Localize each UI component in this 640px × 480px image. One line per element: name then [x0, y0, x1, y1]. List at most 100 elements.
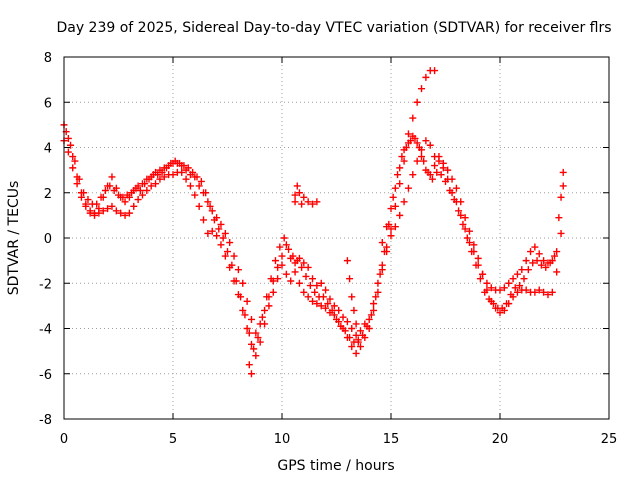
- data-point: [472, 261, 480, 269]
- data-point: [152, 180, 160, 188]
- data-point: [553, 268, 561, 276]
- y-axis-label: SDTVAR / TECUs: [6, 181, 22, 296]
- data-point: [247, 315, 255, 323]
- y-tick-label: -2: [39, 277, 52, 292]
- data-point: [435, 153, 443, 161]
- data-point: [356, 327, 364, 335]
- data-point: [86, 209, 94, 217]
- data-point: [213, 232, 221, 240]
- data-point: [84, 196, 92, 204]
- data-point: [300, 288, 308, 296]
- data-point: [130, 202, 138, 210]
- data-point: [418, 85, 426, 93]
- data-point: [317, 302, 325, 310]
- data-point: [330, 302, 338, 310]
- data-point: [269, 288, 277, 296]
- data-point: [234, 266, 242, 274]
- data-point: [171, 157, 179, 165]
- data-point: [147, 182, 155, 190]
- data-point: [446, 186, 454, 194]
- data-point: [243, 325, 251, 332]
- data-point: [221, 252, 229, 260]
- data-point: [496, 286, 504, 294]
- data-point: [291, 268, 299, 276]
- data-point: [293, 182, 301, 190]
- data-point: [263, 293, 271, 301]
- data-point: [555, 214, 563, 222]
- data-point: [224, 248, 231, 256]
- data-point: [383, 223, 391, 231]
- data-point: [108, 173, 116, 181]
- data-point: [520, 275, 528, 283]
- y-tick-label: 0: [44, 232, 52, 247]
- data-point: [313, 198, 321, 206]
- data-point: [138, 191, 146, 199]
- data-point: [274, 275, 282, 283]
- data-point: [145, 175, 153, 183]
- data-point: [378, 266, 386, 274]
- data-point: [396, 164, 404, 172]
- data-point: [507, 291, 515, 299]
- data-point: [143, 186, 151, 194]
- data-point: [101, 186, 109, 194]
- data-point: [271, 257, 279, 265]
- data-point: [437, 171, 445, 179]
- data-point: [422, 73, 430, 81]
- data-point: [289, 252, 297, 260]
- data-point: [424, 168, 432, 176]
- data-point: [374, 279, 382, 287]
- data-point: [245, 329, 253, 337]
- data-point: [404, 130, 412, 138]
- data-point: [376, 270, 384, 278]
- data-point: [304, 293, 312, 301]
- data-point: [304, 198, 312, 206]
- data-point: [67, 141, 75, 149]
- data-point: [391, 202, 399, 210]
- data-point: [411, 134, 419, 142]
- data-point: [293, 257, 301, 265]
- x-tick-label: 5: [169, 432, 177, 447]
- data-point: [237, 293, 245, 301]
- data-point: [537, 261, 545, 269]
- data-point: [513, 270, 521, 278]
- data-point: [141, 180, 149, 188]
- data-point: [372, 293, 380, 301]
- data-point: [498, 304, 506, 312]
- data-point: [509, 275, 517, 283]
- data-point: [136, 186, 144, 194]
- data-point: [132, 184, 140, 192]
- data-point: [99, 207, 107, 215]
- data-point: [474, 254, 482, 262]
- data-point: [250, 345, 258, 353]
- data-point: [230, 252, 238, 260]
- data-point: [400, 146, 408, 154]
- data-point: [252, 329, 260, 337]
- data-point: [322, 286, 330, 294]
- data-point: [400, 157, 408, 165]
- data-point: [350, 306, 358, 314]
- data-point: [221, 229, 229, 237]
- data-point: [121, 211, 129, 219]
- data-point: [306, 282, 314, 290]
- data-point: [413, 157, 421, 165]
- data-point: [551, 252, 558, 260]
- data-point: [531, 288, 539, 296]
- data-point: [247, 370, 255, 378]
- data-point: [97, 193, 105, 201]
- data-point: [542, 263, 550, 271]
- data-point: [503, 300, 511, 308]
- data-point: [304, 263, 312, 271]
- data-point: [533, 257, 541, 265]
- data-point: [518, 266, 526, 274]
- data-point: [243, 297, 251, 305]
- data-point: [110, 186, 118, 194]
- data-point: [215, 225, 223, 233]
- y-tick-label: 2: [44, 187, 52, 202]
- data-point: [433, 168, 441, 176]
- data-point: [367, 311, 375, 319]
- data-point: [559, 182, 567, 190]
- series-track-d: [378, 67, 439, 247]
- data-point: [431, 67, 439, 75]
- data-point: [112, 207, 120, 215]
- data-point: [104, 205, 112, 213]
